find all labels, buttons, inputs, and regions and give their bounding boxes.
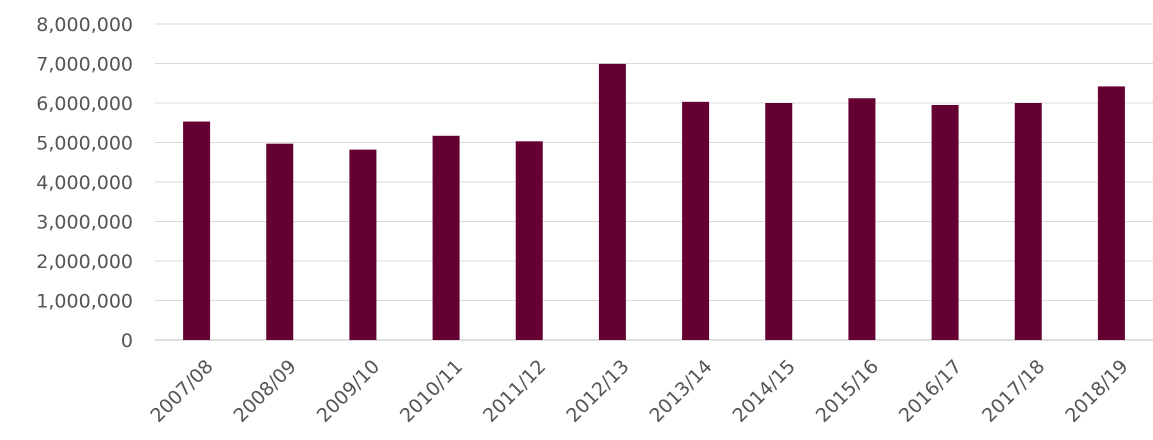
y-tick-label: 2,000,000 <box>36 251 133 273</box>
y-tick-label: 4,000,000 <box>36 172 133 194</box>
x-category-label: 2013/14 <box>645 356 716 427</box>
bar-2017-18 <box>1014 103 1042 340</box>
x-category-label: 2009/10 <box>313 356 384 427</box>
x-category-label: 2014/15 <box>729 356 800 427</box>
x-category-label: 2016/17 <box>895 356 966 427</box>
x-category-label: 2011/12 <box>479 356 550 427</box>
y-axis-tick-labels: 0 1,000,000 2,000,000 3,000,000 4,000,000 5,0… <box>36 14 133 352</box>
gridlines <box>155 23 1153 341</box>
bar-2014-15 <box>765 103 793 340</box>
bar-2011-12 <box>515 141 543 340</box>
x-category-label: 2008/09 <box>230 356 301 427</box>
bar-2018-19 <box>1097 86 1125 340</box>
y-tick-label: 3,000,000 <box>36 212 133 234</box>
y-tick-label: 0 <box>121 330 133 352</box>
x-category-label: 2018/19 <box>1061 356 1132 427</box>
x-category-label: 2015/16 <box>812 356 883 427</box>
y-tick-label: 5,000,000 <box>36 133 133 155</box>
bar-2016-17 <box>931 104 959 340</box>
bar-2015-16 <box>848 98 876 340</box>
x-category-label: 2012/13 <box>562 356 633 427</box>
x-category-label: 2007/08 <box>146 356 217 427</box>
bar-2013-14 <box>682 101 710 340</box>
y-tick-label: 1,000,000 <box>36 291 133 313</box>
bar-2012-13 <box>598 63 626 341</box>
bar-2009-10 <box>349 149 377 340</box>
y-tick-label: 8,000,000 <box>36 14 133 36</box>
bar-2007-08 <box>183 121 211 340</box>
x-axis-category-labels: 2007/08 2008/09 2009/10 2010/11 2011/12 2012/… <box>146 356 1132 427</box>
y-tick-label: 6,000,000 <box>36 93 133 115</box>
bar-2008-09 <box>266 143 294 340</box>
bar-2010-11 <box>432 135 460 340</box>
bars <box>183 63 1125 341</box>
x-category-label: 2017/18 <box>978 356 1049 427</box>
x-category-label: 2010/11 <box>396 356 467 427</box>
y-tick-label: 7,000,000 <box>36 54 133 76</box>
